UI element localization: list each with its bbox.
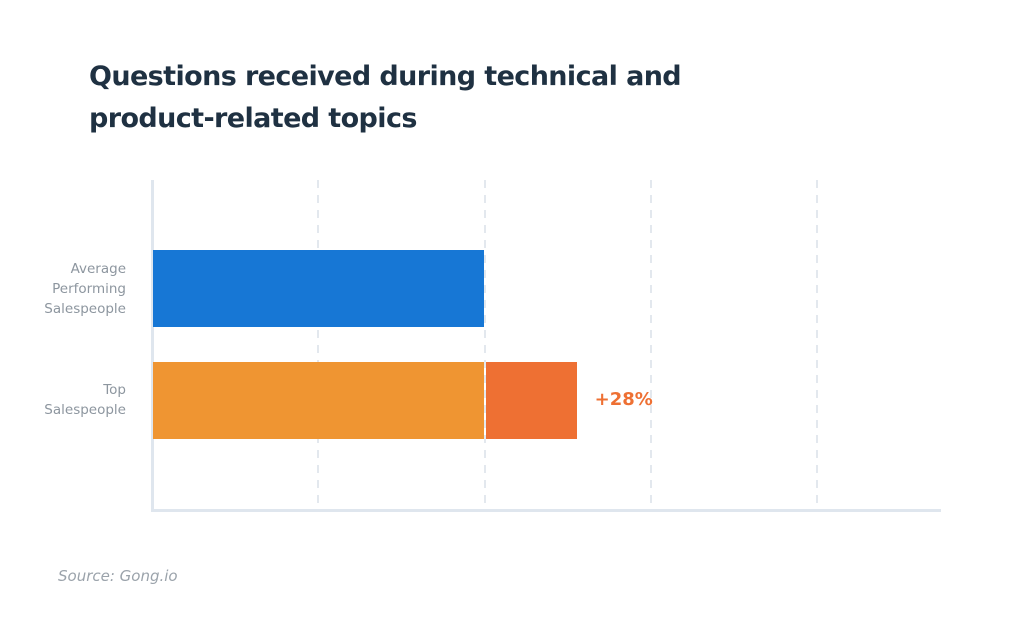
bar-average-performing [153, 250, 484, 327]
gridline [317, 180, 319, 508]
category-label-average: Average Performing Salespeople [44, 261, 126, 317]
x-axis [151, 509, 941, 512]
chart-title-line-1: Questions received during technical and [89, 61, 682, 92]
gridline [484, 180, 486, 508]
gridline [650, 180, 652, 508]
category-label-top: Top Salespeople [44, 382, 126, 418]
chart-title: Questions received during technical and … [89, 56, 789, 140]
chart-title-line-2: product-related topics [89, 103, 417, 134]
y-axis [151, 180, 154, 512]
source-note: Source: Gong.io [58, 567, 178, 585]
bar-top-salespeople-increase [486, 362, 577, 439]
increase-annotation: +28% [594, 389, 653, 410]
bar-top-salespeople-base [153, 362, 484, 439]
gridline [816, 180, 818, 508]
